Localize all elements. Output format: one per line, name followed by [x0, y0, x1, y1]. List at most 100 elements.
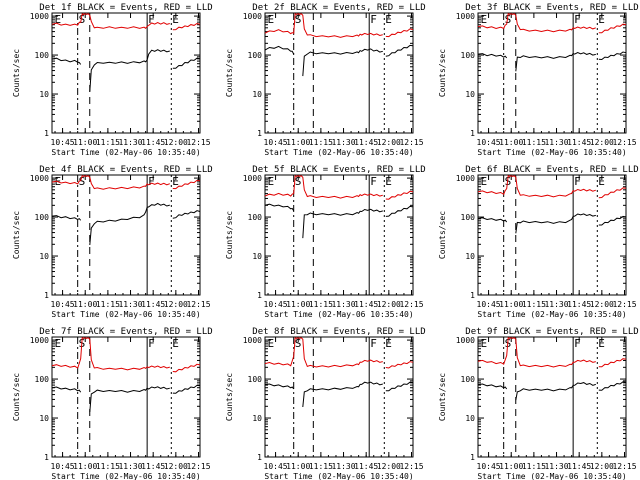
y-tick-label: 100 — [461, 375, 476, 384]
event-marker-label: F — [370, 175, 377, 188]
y-tick-label: 100 — [461, 51, 476, 60]
y-tick-label: 1000 — [243, 12, 262, 21]
plot-frame — [477, 174, 627, 296]
x-tick-label: 11:15 — [522, 138, 546, 147]
event-marker-label: S — [79, 175, 86, 188]
panel-det-8f: Det 8f BLACK = Events, RED = LLD 1 10 100 10… — [225, 327, 426, 480]
plot-frame — [477, 12, 627, 134]
event-marker-label: E — [55, 13, 62, 26]
x-tick-label: 12:15 — [399, 300, 423, 309]
event-marker-label: F — [574, 13, 581, 26]
x-tick-label: 10:45 — [264, 462, 288, 471]
x-tick-label: 11:30 — [544, 300, 568, 309]
x-axis-label: Start Time (02-May-06 10:35:40) — [51, 148, 200, 157]
x-tick-label: 11:00 — [499, 300, 523, 309]
panel-det-1f: Det 1f BLACK = Events, RED = LLD 1 10 100 10… — [12, 3, 213, 157]
panel-det-9f: Det 9f BLACK = Events, RED = LLD 1 10 100 10… — [438, 327, 639, 480]
panel-title: Det 8f BLACK = Events, RED = LLD — [252, 327, 425, 337]
event-marker-label: S — [79, 13, 86, 26]
events-series-line — [264, 381, 414, 408]
x-axis-label: Start Time (02-May-06 10:35:40) — [477, 148, 626, 157]
plot-frame — [51, 12, 201, 134]
x-tick-label: 12:15 — [612, 462, 636, 471]
lld-series-line — [264, 174, 414, 200]
y-tick-label: 1000 — [456, 12, 475, 21]
event-marker-label: E — [268, 13, 275, 26]
x-tick-label: 11:30 — [118, 462, 142, 471]
x-tick-label: 11:45 — [354, 462, 378, 471]
y-axis-label: Counts/sec — [438, 49, 447, 97]
plot-frame — [51, 174, 201, 296]
event-marker-label: S — [295, 13, 302, 26]
events-series-line — [51, 49, 201, 92]
x-tick-label: 12:15 — [186, 138, 210, 147]
panel-title: Det 3f BLACK = Events, RED = LLD — [465, 3, 638, 13]
panel-det-7f: Det 7f BLACK = Events, RED = LLD 1 10 100 10… — [12, 327, 213, 480]
lld-series-line — [477, 174, 627, 199]
y-axis-label: Counts/sec — [225, 373, 234, 421]
event-marker-label: F — [574, 175, 581, 188]
panel-det-2f: Det 2f BLACK = Events, RED = LLD 1 10 100 10… — [225, 3, 426, 157]
x-tick-label: 11:30 — [331, 462, 355, 471]
lld-series-line — [264, 336, 414, 369]
y-tick-label: 10 — [252, 252, 262, 261]
x-tick-label: 12:00 — [164, 300, 188, 309]
x-tick-label: 11:30 — [118, 300, 142, 309]
y-tick-label: 1000 — [456, 174, 475, 183]
event-marker-label: E — [481, 175, 488, 188]
panel-title: Det 5f BLACK = Events, RED = LLD — [252, 165, 425, 175]
x-tick-label: 10:45 — [51, 462, 75, 471]
y-axis-label: Counts/sec — [225, 49, 234, 97]
x-tick-label: 12:15 — [399, 138, 423, 147]
event-marker-label: S — [505, 13, 512, 26]
event-marker-label: E — [481, 13, 488, 26]
y-tick-label: 1 — [470, 129, 475, 138]
y-tick-label: 1 — [44, 129, 49, 138]
y-tick-label: 10 — [465, 90, 475, 99]
x-tick-label: 11:00 — [286, 300, 310, 309]
panel-title: Det 6f BLACK = Events, RED = LLD — [465, 165, 638, 175]
y-tick-label: 10 — [465, 252, 475, 261]
y-tick-label: 1000 — [243, 336, 262, 345]
y-tick-label: 1 — [44, 291, 49, 300]
y-tick-label: 10 — [39, 90, 49, 99]
y-axis-label: Counts/sec — [438, 211, 447, 259]
x-tick-label: 12:00 — [377, 138, 401, 147]
lld-series-line — [477, 336, 627, 368]
y-axis-label: Counts/sec — [225, 211, 234, 259]
x-tick-label: 11:15 — [96, 138, 120, 147]
y-tick-label: 10 — [39, 414, 49, 423]
event-marker-label: S — [295, 175, 302, 188]
x-axis-label: Start Time (02-May-06 10:35:40) — [51, 310, 200, 319]
x-tick-label: 12:00 — [590, 300, 614, 309]
y-axis-label: Counts/sec — [12, 211, 21, 259]
x-tick-label: 11:15 — [309, 138, 333, 147]
x-axis-label: Start Time (02-May-06 10:35:40) — [477, 310, 626, 319]
lld-series-line — [51, 13, 201, 31]
x-tick-label: 11:30 — [544, 462, 568, 471]
event-marker-label: E — [172, 337, 179, 350]
plot-frame — [477, 336, 627, 458]
lld-series-line — [51, 336, 201, 373]
x-tick-label: 11:00 — [286, 462, 310, 471]
x-tick-label: 11:30 — [331, 138, 355, 147]
y-tick-label: 100 — [248, 51, 263, 60]
event-marker-label: F — [370, 337, 377, 350]
x-tick-label: 11:45 — [141, 462, 165, 471]
y-tick-label: 10 — [465, 414, 475, 423]
events-series-line — [264, 203, 414, 239]
x-tick-label: 11:45 — [141, 300, 165, 309]
y-tick-label: 100 — [35, 375, 50, 384]
y-tick-label: 100 — [248, 375, 263, 384]
x-tick-label: 12:15 — [612, 138, 636, 147]
event-marker-label: S — [295, 337, 302, 350]
y-tick-label: 100 — [461, 213, 476, 222]
x-tick-label: 11:00 — [286, 138, 310, 147]
plot-frame — [264, 174, 414, 296]
x-tick-label: 11:15 — [522, 300, 546, 309]
event-marker-label: E — [172, 175, 179, 188]
events-series-line — [264, 44, 414, 77]
panel-title: Det 1f BLACK = Events, RED = LLD — [39, 3, 212, 13]
x-tick-label: 11:15 — [96, 462, 120, 471]
event-marker-label: E — [268, 337, 275, 350]
